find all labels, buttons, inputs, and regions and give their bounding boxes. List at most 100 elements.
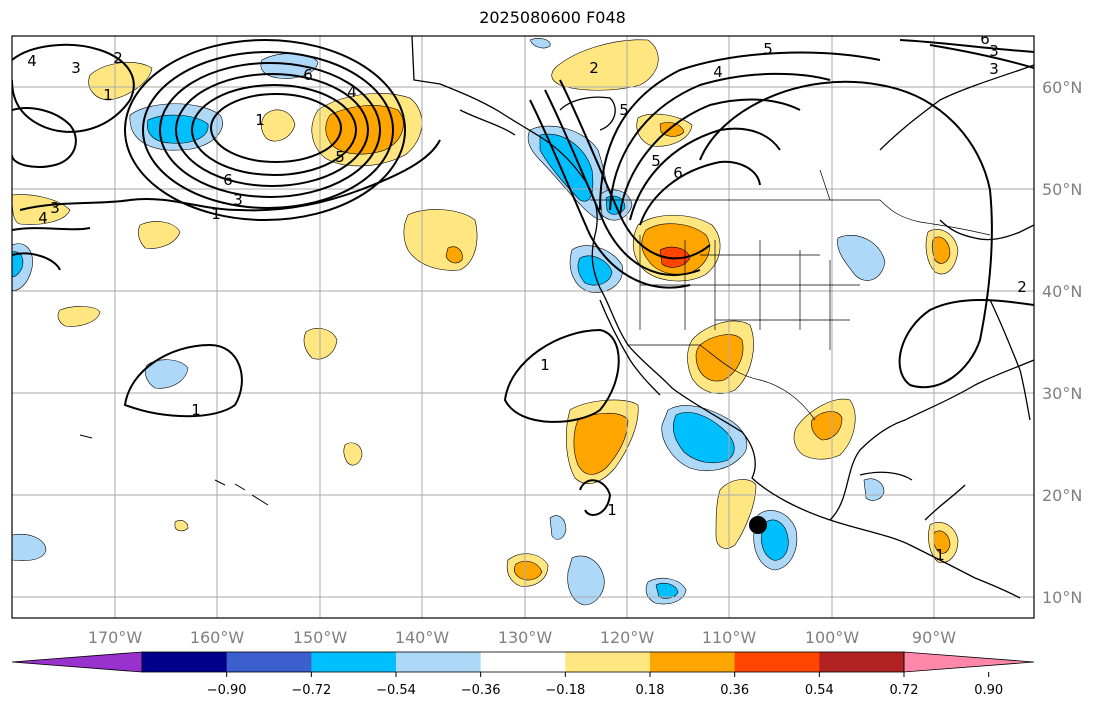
anomaly-shading [12,38,959,606]
contour-label: 5 [335,148,345,166]
contour-label: 1 [540,356,550,374]
colorbar-tick-label: 0.90 [974,683,1003,698]
negative-anomaly-patch [549,515,567,540]
lat-label-50: 50°N [1042,180,1082,199]
contour-label: 3 [989,42,999,60]
lat-label-40: 40°N [1042,282,1082,301]
colorbar-border [141,651,905,673]
positive-anomaly-patch [695,334,744,382]
positive-anomaly-patch [931,236,951,264]
colorbar-tick-label: 0.72 [890,683,919,698]
negative-anomaly-patch [529,38,551,49]
contour-label: 1 [211,205,221,223]
positive-anomaly-patch [138,221,181,249]
lon-label-160w: 160°W [190,628,245,647]
longitude-labels: 170°W 160°W 150°W 140°W 130°W 120°W 110°… [88,628,956,647]
colorbar-segment [226,652,312,672]
colorbar-tick-label: −0.72 [291,683,331,698]
contour-label: 6 [980,30,990,48]
positive-anomaly-patch [261,109,296,142]
map-frame [11,35,1035,619]
contour-label: 2 [589,59,599,77]
negative-anomaly-patch [577,255,613,286]
contour-label: 6 [303,66,313,84]
colorbar-segment [480,652,566,672]
negative-anomaly-patch [761,519,789,561]
lon-label-130w: 130°W [498,628,553,647]
islands [79,434,269,506]
contour-label: 6 [673,164,683,182]
positive-anomaly-patch [551,39,659,91]
colorbar-tick-label: −0.90 [207,683,247,698]
storm-center-marker [749,516,767,534]
lon-label-100w: 100°W [805,628,860,647]
contour-label: 5 [763,40,773,58]
contour-label: 5 [651,152,661,170]
colorbar: −0.90 −0.72 −0.54 −0.36 −0.18 0.18 0.36 0.54 0.7… [11,651,1035,698]
positive-anomaly-patch [174,520,189,532]
contour-label: 5 [619,101,629,119]
positive-anomaly-patch [325,105,404,155]
positive-anomaly-patch [88,62,153,101]
positive-anomaly-patch [573,412,629,475]
colorbar-tick-label: 0.54 [805,683,834,698]
coastlines [411,36,1034,599]
colorbar-tick-label: −0.18 [545,683,585,698]
colorbar-segment [650,652,736,672]
contour-label: 3 [989,60,999,78]
lat-label-10: 10°N [1042,588,1082,607]
contour-label: 4 [27,52,37,70]
lon-label-110w: 110°W [702,628,757,647]
positive-anomaly-patch [811,411,843,441]
negative-anomaly-patch [567,555,605,606]
positive-anomaly-patch [659,246,691,268]
contour-label: 1 [191,401,201,419]
positive-anomaly-patch [715,479,757,549]
lon-label-170w: 170°W [88,628,143,647]
colorbar-segment [142,652,228,672]
contour-label: 3 [71,59,81,77]
colorbar-tick-label: 0.18 [636,683,665,698]
lon-label-140w: 140°W [395,628,450,647]
negative-anomaly-patch [672,412,735,464]
lat-label-20: 20°N [1042,486,1082,505]
contour-label: 4 [713,63,723,81]
colorbar-extend-high [903,651,1035,673]
negative-anomaly-patch [837,234,886,281]
contour-label: 1 [607,501,617,519]
lat-label-30: 30°N [1042,384,1082,403]
contour-label: 4 [38,209,48,227]
colorbar-segment [565,652,651,672]
colorbar-tick-label: 0.36 [720,683,749,698]
lon-label-150w: 150°W [293,628,348,647]
positive-anomaly-patch [445,246,463,264]
colorbar-segment [396,652,482,672]
colorbar-segment [819,652,905,672]
contour-label: 6 [223,171,233,189]
contour-lines [12,39,1034,516]
map-plot-area: 4 3 2 1 6 5 4 3 6 1 4 3 1 1 1 2 5 4 5 6 … [12,30,1034,618]
colorbar-extend-low [11,651,143,673]
negative-anomaly-patch [144,359,189,389]
contour-label: 1 [255,111,265,129]
contour-label: 2 [113,49,123,67]
contour-label: 1 [103,86,113,104]
contour-label: 2 [1017,278,1027,296]
contour-label: 4 [347,83,357,101]
negative-anomaly-patch [12,533,47,561]
lon-label-120w: 120°W [600,628,655,647]
lat-label-60: 60°N [1042,78,1082,97]
contour-label: 3 [233,191,243,209]
graticule [12,36,1034,618]
colorbar-tick-label: −0.36 [461,683,501,698]
contour-label: 1 [935,546,945,564]
positive-anomaly-patch [12,194,71,225]
positive-anomaly-patch [343,442,363,466]
map-title: 2025080600 F048 [479,8,626,27]
negative-anomaly-patch [655,582,679,599]
colorbar-tick-label: −0.54 [376,683,416,698]
positive-anomaly-patch [303,327,338,360]
contour-label: 3 [50,199,60,217]
lon-label-90w: 90°W [912,628,956,647]
